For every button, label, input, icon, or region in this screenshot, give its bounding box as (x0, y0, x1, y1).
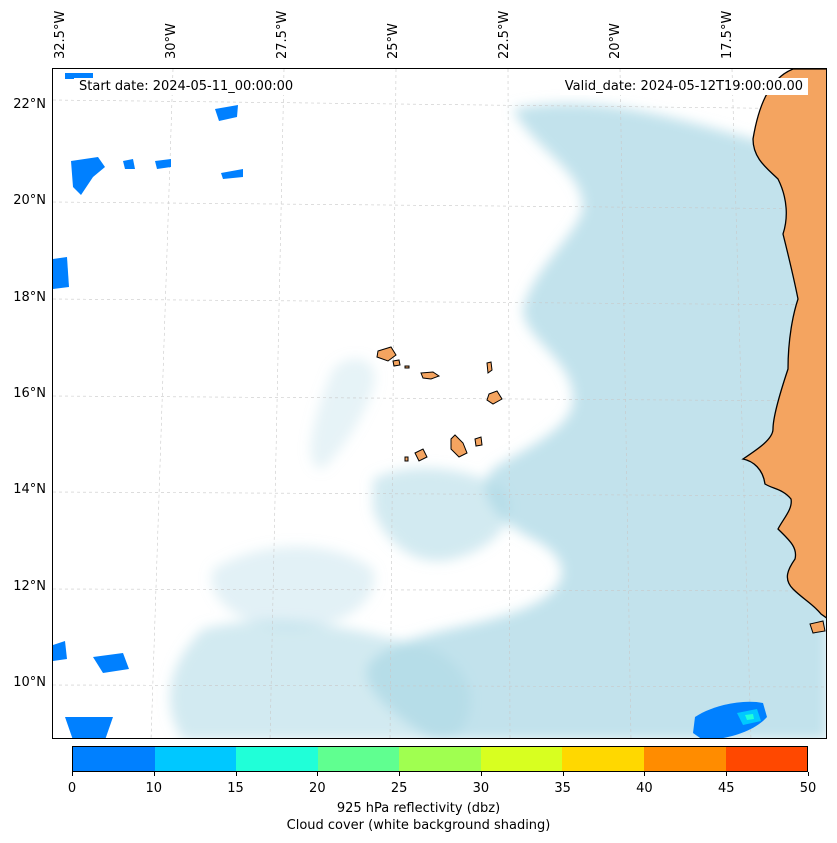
gridline-lat-22n (53, 99, 826, 110)
cloud-streak-north (310, 358, 375, 469)
island-santo-antao (376, 346, 397, 362)
colorbar-tick-label: 35 (554, 781, 571, 796)
colorbar-tickmark (399, 772, 401, 776)
start-date-stamp: Start date: 2024-05-11_00:00:00 (74, 78, 299, 95)
echo-north-1 (123, 159, 135, 169)
colorbar-segment-5 (480, 747, 563, 771)
echo-sw-bottom (65, 717, 113, 738)
island-sal (486, 361, 493, 374)
lat-label-20n: 20°N (13, 193, 46, 208)
graticule (53, 69, 826, 738)
colorbar-tick-label: 40 (636, 781, 653, 796)
colorbar-tick-label: 10 (145, 781, 163, 796)
colorbar-segment-7 (643, 747, 726, 771)
cloud-region-east (366, 103, 826, 738)
colorbar-segment-2 (236, 747, 318, 771)
lon-label-32-5w: 32.5°W (53, 10, 68, 59)
colorbar-segment-3 (317, 747, 400, 771)
lat-label-22n: 22°N (13, 97, 46, 112)
island-boa-vista (486, 390, 503, 405)
lat-label-12n: 12°N (13, 579, 46, 594)
colorbar-segment-4 (399, 747, 481, 771)
lat-label-16n: 16°N (13, 386, 46, 401)
colorbar-tick-label: 25 (390, 781, 408, 796)
echo-nw-cluster (71, 157, 105, 195)
colorbar-segment-0 (73, 747, 155, 771)
colorbar-tickmark (644, 772, 646, 776)
lat-label-14n: 14°N (13, 482, 46, 497)
colorbar-tickmark (153, 772, 155, 776)
cloud-cover (169, 103, 826, 738)
colorbar-tickmark (562, 772, 564, 776)
gridline-lon-30w (150, 69, 174, 738)
map-panel[interactable]: Start date: 2024-05-11_00:00:00 Valid_da… (52, 68, 827, 739)
lon-label-25w: 25°W (386, 23, 401, 59)
cloud-band-west (211, 546, 375, 629)
colorbar-tick-label: 45 (717, 781, 735, 796)
colorbar-tickmark (808, 772, 809, 776)
island-sao-nicolau (420, 371, 441, 380)
colorbar-tick-label: 20 (309, 781, 326, 796)
colorbar-tickmark (480, 772, 482, 776)
colorbar-tickmark (317, 772, 319, 776)
gridline-lon-22-5w (507, 69, 511, 738)
echo-west-edge (53, 257, 69, 289)
lon-label-17-5w: 17.5°W (720, 10, 735, 59)
colorbar-label-cloud: Cloud cover (white background shading) (286, 818, 551, 833)
colorbar-tickmark (235, 772, 237, 776)
lon-label-30w: 30°W (164, 23, 179, 59)
cloud-band-center (373, 468, 510, 561)
colorbar-tick-label: 0 (67, 781, 77, 796)
echo-nw-corner (65, 73, 93, 79)
echo-se-peak (745, 714, 754, 720)
echo-north-2 (155, 159, 171, 169)
colorbar-tick-label: 50 (799, 781, 817, 796)
echo-sw-edge (53, 641, 67, 661)
colorbar-label-reflectivity: 925 hPa reflectivity (dbz) (336, 801, 501, 816)
gridline-lon-27-5w (269, 69, 285, 738)
lat-label-18n: 18°N (13, 290, 46, 305)
cape-verde-islands (376, 346, 503, 462)
echo-north-4 (215, 105, 238, 121)
gridline-lon-17-5w (731, 69, 752, 738)
colorbar-segment-6 (562, 747, 644, 771)
colorbar-segment-1 (154, 747, 237, 771)
island-maio (474, 436, 483, 447)
colorbar-tickmark (72, 772, 73, 776)
lon-label-27-5w: 27.5°W (275, 10, 290, 59)
colorbar-tick-label: 30 (472, 781, 490, 796)
cloud-region-south (169, 620, 471, 738)
lat-label-10n: 10°N (13, 675, 46, 690)
colorbar (72, 746, 808, 772)
africa-coast-land (741, 69, 826, 619)
reflectivity-echoes (53, 73, 767, 738)
island-santiago (450, 434, 468, 458)
island-santa-luzia (404, 365, 410, 369)
island-fogo (414, 448, 428, 462)
valid-date-stamp: Valid_date: 2024-05-12T19:00:00.00 (559, 78, 808, 95)
colorbar-tickmark (726, 772, 728, 776)
bissagos-islands (809, 620, 826, 634)
lon-label-22-5w: 22.5°W (497, 10, 512, 59)
map-canvas (53, 69, 826, 738)
gridline-lon-20w (619, 69, 632, 738)
colorbar-tick-label: 15 (227, 781, 244, 796)
island-sao-vicente (392, 359, 401, 367)
echo-north-3 (221, 169, 243, 179)
colorbar-segment-8 (725, 747, 808, 771)
island-brava (404, 456, 409, 462)
gridline-lon-25w (389, 69, 397, 738)
echo-sw-cluster (93, 653, 129, 673)
lon-label-20w: 20°W (608, 23, 623, 59)
